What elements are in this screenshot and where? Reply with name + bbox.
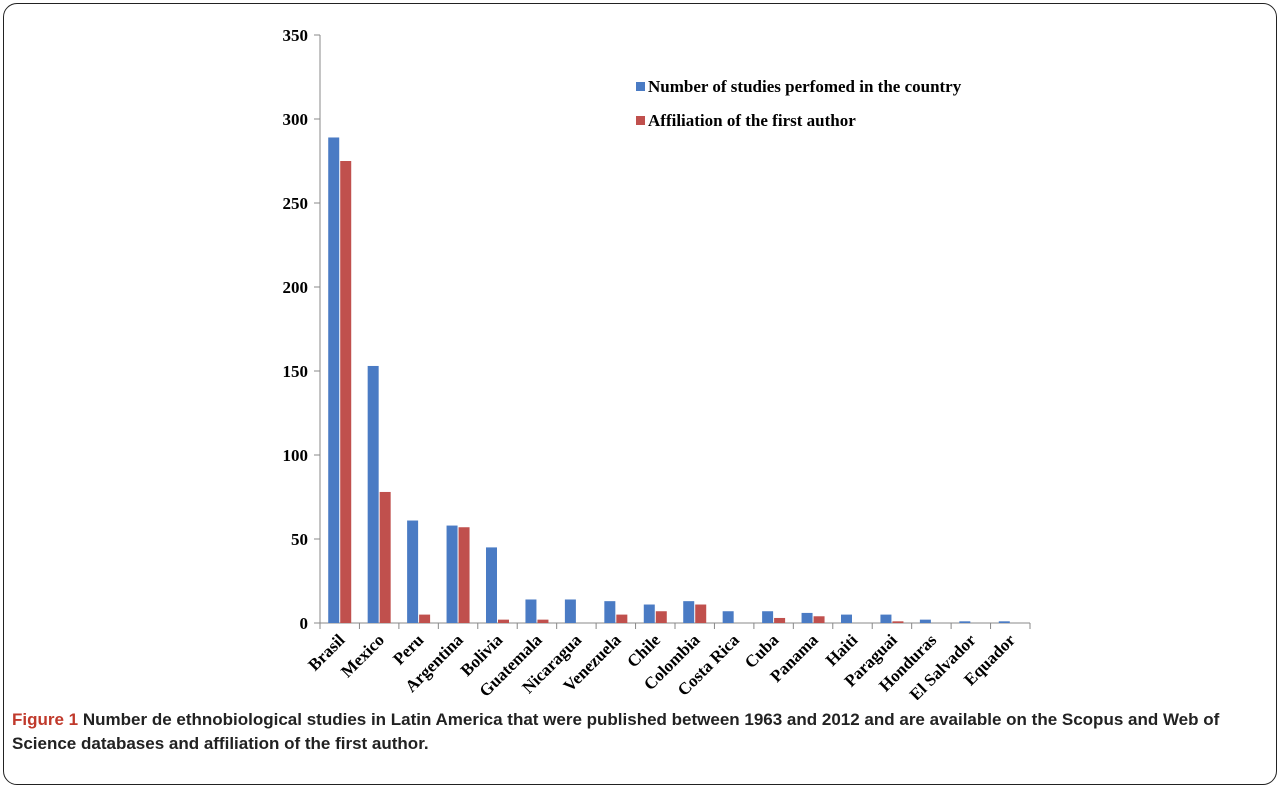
chart-legend: Number of studies perfomed in the countr… bbox=[636, 77, 962, 130]
legend-swatch bbox=[636, 82, 645, 91]
bar-affiliation bbox=[379, 491, 391, 623]
bar-studies bbox=[841, 614, 852, 623]
chart-bars bbox=[328, 137, 1010, 624]
legend-label: Affiliation of the first author bbox=[648, 111, 856, 130]
bar-studies bbox=[328, 137, 340, 624]
bar-affiliation bbox=[892, 621, 904, 623]
bar-studies bbox=[643, 604, 655, 623]
bar-studies bbox=[919, 619, 931, 623]
bar-studies bbox=[801, 612, 813, 623]
bar-studies bbox=[604, 601, 616, 623]
bar-studies bbox=[407, 520, 419, 623]
bar-studies bbox=[486, 547, 497, 623]
bar-affiliation bbox=[419, 614, 431, 623]
x-tick-label: Mexico bbox=[337, 630, 388, 681]
bar-affiliation bbox=[498, 619, 509, 623]
bar-affiliation bbox=[774, 617, 786, 623]
bar-affiliation bbox=[695, 604, 707, 623]
y-tick-label: 300 bbox=[283, 110, 309, 129]
y-tick-label: 150 bbox=[283, 362, 309, 381]
bar-studies bbox=[762, 611, 774, 623]
figure-caption: Figure 1 Number de ethnobiological studi… bbox=[12, 708, 1262, 756]
figure-caption-label: Figure 1 bbox=[12, 710, 79, 729]
bar-studies bbox=[880, 614, 892, 623]
y-tick-label: 200 bbox=[283, 278, 309, 297]
bar-studies bbox=[998, 621, 1010, 623]
legend-label: Number of studies perfomed in the countr… bbox=[648, 77, 962, 96]
bar-affiliation bbox=[616, 614, 628, 623]
bar-affiliation bbox=[458, 527, 470, 623]
bar-studies bbox=[683, 601, 695, 623]
bar-studies bbox=[564, 599, 576, 623]
y-tick-label: 250 bbox=[283, 194, 309, 213]
bar-affiliation bbox=[655, 611, 667, 623]
y-tick-label: 50 bbox=[291, 530, 308, 549]
bar-affiliation bbox=[340, 161, 352, 623]
bar-affiliation bbox=[537, 619, 549, 623]
figure-caption-text: Number de ethnobiological studies in Lat… bbox=[12, 710, 1220, 753]
figure-frame bbox=[3, 3, 1277, 785]
bar-affiliation bbox=[813, 616, 825, 623]
bar-studies bbox=[959, 621, 971, 623]
bar-studies bbox=[722, 611, 734, 623]
y-axis-ticks: 0 50 100 150 200 250 300 350 bbox=[283, 26, 320, 633]
bar-studies bbox=[446, 525, 458, 623]
y-tick-label: 0 bbox=[300, 614, 309, 633]
y-tick-label: 100 bbox=[283, 446, 309, 465]
bar-studies bbox=[525, 599, 537, 623]
bar-studies bbox=[367, 365, 379, 623]
legend-swatch bbox=[636, 116, 645, 125]
y-tick-label: 350 bbox=[283, 26, 309, 45]
